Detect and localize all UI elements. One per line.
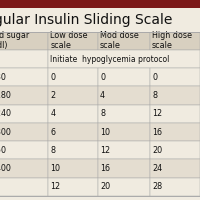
- Bar: [150, 68, 200, 86]
- Text: 12: 12: [50, 182, 60, 191]
- Text: -50: -50: [0, 146, 7, 155]
- Bar: [0, 0, 200, 8]
- Text: 10: 10: [100, 128, 110, 137]
- Bar: [150, 105, 200, 123]
- Bar: [98, 178, 150, 196]
- Bar: [98, 159, 150, 178]
- Bar: [150, 141, 200, 159]
- Bar: [98, 86, 150, 105]
- Text: 0: 0: [100, 73, 105, 82]
- Bar: [150, 123, 200, 141]
- Text: 12: 12: [100, 146, 110, 155]
- Bar: [48, 32, 98, 50]
- Bar: [48, 68, 98, 86]
- Bar: [48, 50, 200, 68]
- Bar: [150, 178, 200, 196]
- Bar: [0, 141, 48, 159]
- Bar: [0, 159, 48, 178]
- Bar: [98, 105, 150, 123]
- Text: 16: 16: [100, 164, 110, 173]
- Bar: [150, 32, 200, 50]
- Text: 8: 8: [50, 146, 55, 155]
- Text: -400: -400: [0, 164, 12, 173]
- Bar: [0, 50, 48, 68]
- Text: 2: 2: [50, 91, 55, 100]
- Text: -180: -180: [0, 91, 12, 100]
- Text: od sugar
(dl): od sugar (dl): [0, 31, 29, 50]
- Bar: [98, 141, 150, 159]
- Bar: [0, 68, 48, 86]
- Bar: [48, 178, 98, 196]
- Bar: [48, 123, 98, 141]
- Text: -300: -300: [0, 128, 12, 137]
- Text: Low dose
scale: Low dose scale: [50, 31, 88, 50]
- Bar: [0, 8, 200, 32]
- Text: 20: 20: [100, 182, 110, 191]
- Bar: [150, 86, 200, 105]
- Text: 12: 12: [152, 109, 162, 118]
- Bar: [0, 178, 48, 196]
- Bar: [48, 141, 98, 159]
- Bar: [98, 68, 150, 86]
- Text: gular Insulin Sliding Scale: gular Insulin Sliding Scale: [0, 13, 172, 27]
- Text: 6: 6: [50, 128, 55, 137]
- Bar: [48, 86, 98, 105]
- Text: 24: 24: [152, 164, 162, 173]
- Text: 16: 16: [152, 128, 162, 137]
- Bar: [98, 123, 150, 141]
- Text: -30: -30: [0, 73, 7, 82]
- Text: 8: 8: [100, 109, 105, 118]
- Text: 0: 0: [50, 73, 55, 82]
- Bar: [48, 105, 98, 123]
- Bar: [0, 86, 48, 105]
- Text: 4: 4: [50, 109, 55, 118]
- Text: 20: 20: [152, 146, 162, 155]
- Text: -240: -240: [0, 109, 12, 118]
- Bar: [98, 32, 150, 50]
- Text: Mod dose
scale: Mod dose scale: [100, 31, 139, 50]
- Text: Initiate  hypoglycemia protocol: Initiate hypoglycemia protocol: [50, 54, 170, 64]
- Bar: [150, 159, 200, 178]
- Text: 0: 0: [152, 73, 157, 82]
- Text: 4: 4: [100, 91, 105, 100]
- Bar: [0, 105, 48, 123]
- Bar: [48, 159, 98, 178]
- Text: 8: 8: [152, 91, 157, 100]
- Bar: [0, 32, 200, 196]
- Text: High dose
scale: High dose scale: [152, 31, 192, 50]
- Text: 10: 10: [50, 164, 60, 173]
- Text: 28: 28: [152, 182, 162, 191]
- Bar: [0, 32, 48, 50]
- Bar: [0, 123, 48, 141]
